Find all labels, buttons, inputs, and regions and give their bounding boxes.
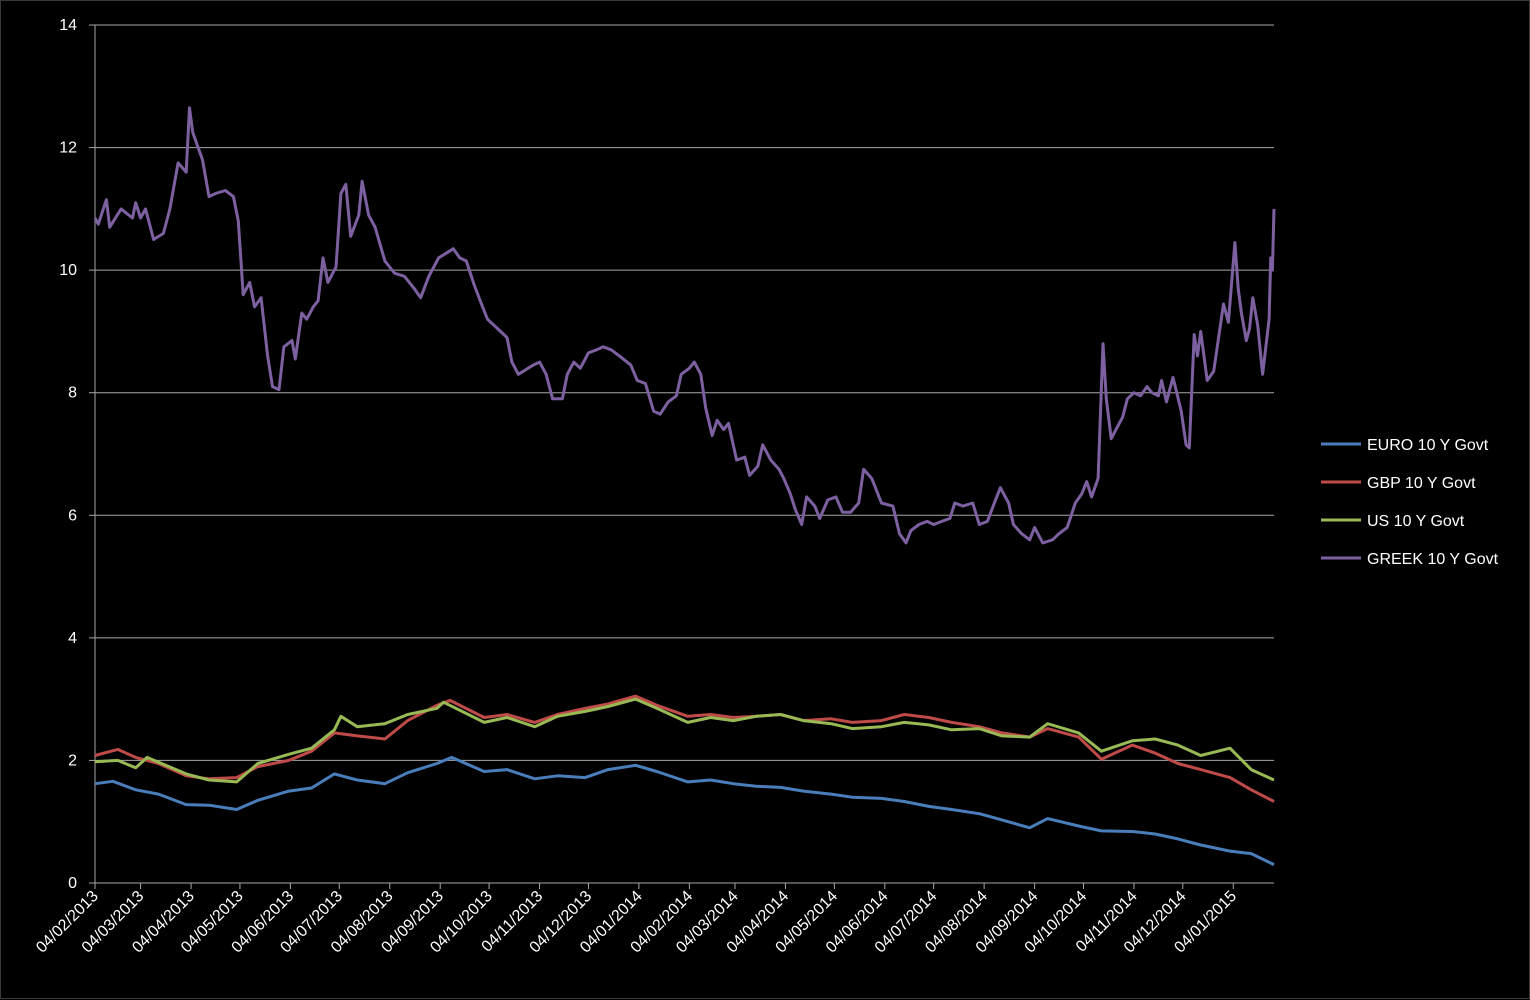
legend: EURO 10 Y Govt GBP 10 Y Govt US 10 Y Govt G… [1321,437,1499,568]
y-tick-label: 12 [59,140,77,157]
y-tick-label: 6 [68,507,77,524]
y-tick-label: 10 [59,262,77,279]
series-line-euro [94,755,1275,866]
series-line-greek [93,106,1276,545]
legend-label-gbp: GBP 10 Y Govt [1367,475,1476,492]
y-tick-label: 4 [68,630,77,647]
y-tick-label: 2 [68,752,77,769]
y-tick-label: 8 [68,385,77,402]
y-tick-label: 0 [68,875,77,892]
legend-label-us: US 10 Y Govt [1367,513,1465,530]
series-line-us [94,697,1275,784]
y-tick-label: 14 [59,17,77,34]
series-line-gbp [94,694,1275,803]
gridlines [95,24,1274,761]
legend-label-euro: EURO 10 Y Govt [1367,437,1489,454]
legend-label-greek: GREEK 10 Y Govt [1367,551,1499,568]
series-lines [93,106,1276,866]
